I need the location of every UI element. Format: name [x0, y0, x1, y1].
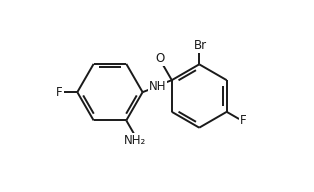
Text: F: F [240, 114, 247, 127]
Text: F: F [56, 86, 63, 99]
Text: NH₂: NH₂ [124, 134, 146, 147]
Text: Br: Br [194, 39, 207, 52]
Text: NH: NH [149, 80, 166, 93]
Text: O: O [156, 52, 165, 65]
